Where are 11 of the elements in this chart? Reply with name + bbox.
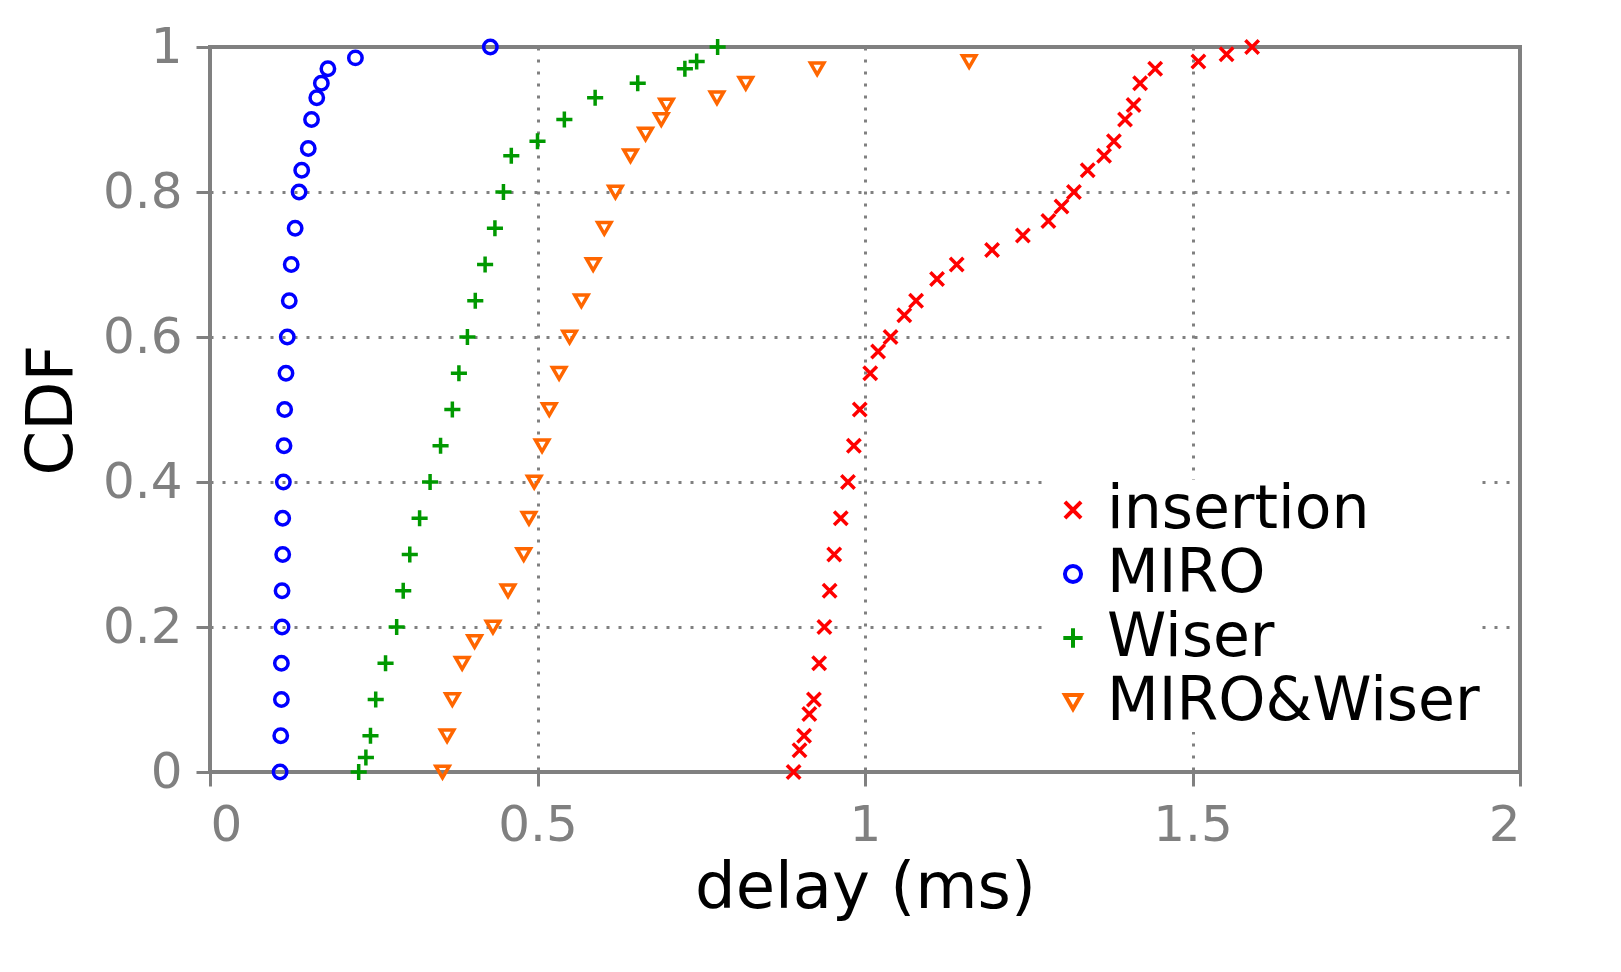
x-tick-label: 2 bbox=[1488, 794, 1521, 853]
y-tick-label: 0.4 bbox=[102, 451, 183, 510]
y-tick-label: 0 bbox=[150, 741, 183, 800]
x-tick-label: 0.5 bbox=[498, 794, 578, 853]
y-tick-label: 1 bbox=[150, 16, 183, 75]
y-tick-label: 0.8 bbox=[102, 161, 183, 220]
x-tick-label: 0 bbox=[210, 794, 243, 853]
y-axis-title: CDF bbox=[12, 344, 87, 476]
y-tick-label: 0.2 bbox=[102, 596, 183, 655]
y-tick-label: 0.6 bbox=[102, 306, 183, 365]
x-tick-label: 1.5 bbox=[1153, 794, 1233, 853]
